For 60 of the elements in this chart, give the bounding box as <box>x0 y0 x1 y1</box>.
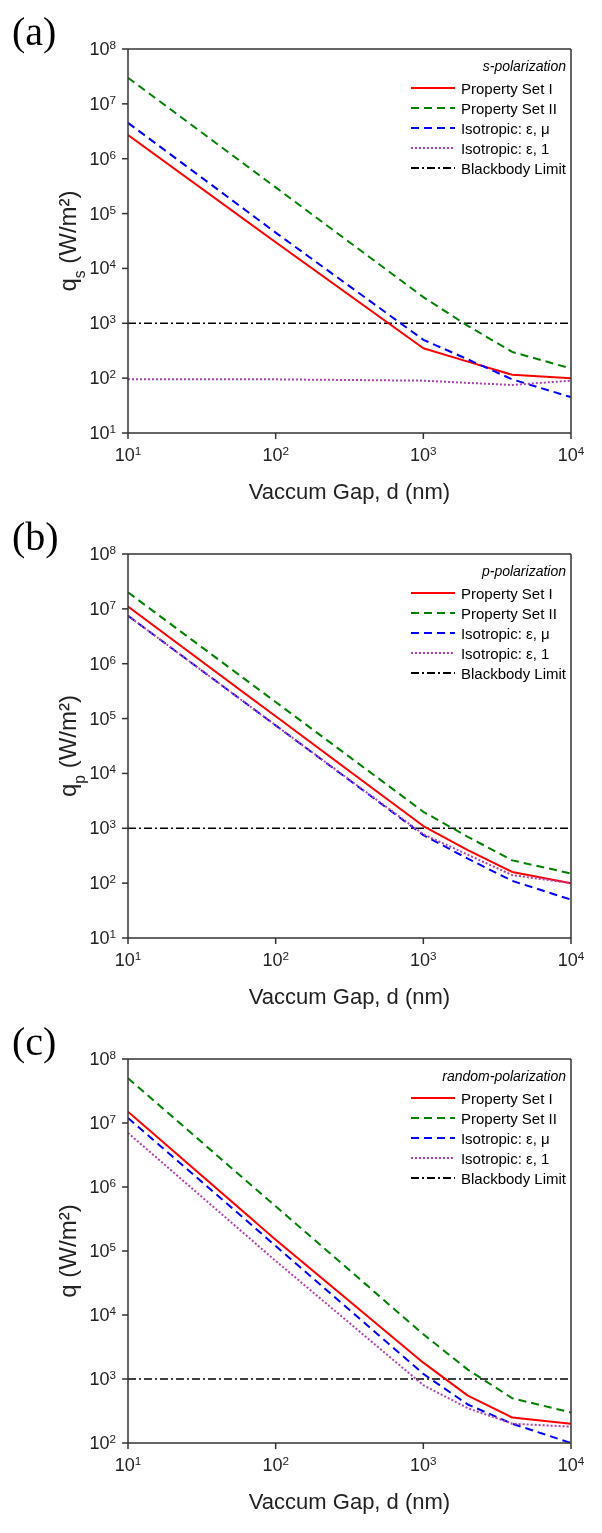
chart-title: (c) <box>12 1018 57 1065</box>
legend-label: Isotropic: ε, μ <box>460 119 550 137</box>
y-tick-label: 10$^{4}$ <box>89 761 117 784</box>
y-tick-label: 10$^{6}$ <box>89 652 116 674</box>
y-tick-label: 10$^{3}$ <box>89 1367 116 1389</box>
x-tick-label: 10$^{4}$ <box>557 443 585 465</box>
y-tick-label: 10$^{2}$ <box>89 366 116 389</box>
legend-label: Isotropic: ε, 1 <box>460 1149 550 1167</box>
legend-label: Blackbody Limit <box>460 664 566 682</box>
y-tick-label: 10$^{8}$ <box>89 37 116 59</box>
annotation: random-polarization <box>441 1068 566 1084</box>
y-tick-label: 10$^{6}$ <box>89 1175 116 1197</box>
x-tick-label: 10$^{3}$ <box>410 1453 437 1475</box>
x-axis-title: Vaccum Gap, d (nm) <box>248 1489 451 1514</box>
x-tick-label: 10$^{3}$ <box>410 948 437 970</box>
x-tick-label: 10$^{3}$ <box>410 443 437 465</box>
legend-label: Property Set II <box>460 1109 557 1127</box>
y-tick-label: 10$^{5}$ <box>89 1239 117 1261</box>
x-axis-title: Vaccum Gap, d (nm) <box>248 479 451 504</box>
y-tick-label: 10$^{8}$ <box>89 1047 116 1069</box>
y-tick-label: 10$^{3}$ <box>89 816 116 839</box>
x-tick-label: 10$^{2}$ <box>262 1453 289 1475</box>
chart-title: (a) <box>12 8 57 55</box>
y-tick-label: 10$^{6}$ <box>89 147 116 169</box>
y-tick-label: 10$^{8}$ <box>89 542 116 564</box>
x-tick-label: 10$^{4}$ <box>557 1453 585 1475</box>
legend-label: Isotropic: ε, 1 <box>460 139 550 157</box>
x-tick-label: 10$^{4}$ <box>557 948 585 970</box>
y-tick-label: 10$^{4}$ <box>89 1303 117 1325</box>
y-tick-label: 10$^{2}$ <box>89 871 116 894</box>
x-tick-label: 10$^{1}$ <box>114 948 142 970</box>
y-tick-label: 10$^{1}$ <box>89 421 116 443</box>
y-axis-title: q (W/m²) <box>54 1204 81 1298</box>
x-tick-label: 10$^{1}$ <box>114 1453 142 1475</box>
legend-label: Property Set I <box>460 584 553 602</box>
legend-label: Isotropic: ε, μ <box>460 1129 550 1147</box>
chart-title: (b) <box>12 513 59 560</box>
annotation: p-polarization <box>480 563 566 579</box>
legend-label: Isotropic: ε, μ <box>460 624 550 642</box>
legend-label: Blackbody Limit <box>460 1169 566 1187</box>
y-tick-label: 10$^{3}$ <box>89 311 116 334</box>
legend-label: Blackbody Limit <box>460 159 566 177</box>
y-tick-label: 10$^{7}$ <box>89 597 116 619</box>
y-tick-label: 10$^{7}$ <box>89 1111 116 1133</box>
y-tick-label: 10$^{4}$ <box>89 256 117 279</box>
legend-label: Isotropic: ε, 1 <box>460 644 550 662</box>
x-tick-label: 10$^{2}$ <box>262 443 289 465</box>
y-tick-label: 10$^{2}$ <box>89 1431 116 1453</box>
legend-label: Property Set II <box>460 604 557 622</box>
annotation: s-polarization <box>481 58 566 74</box>
y-tick-label: 10$^{5}$ <box>89 202 117 224</box>
x-tick-label: 10$^{1}$ <box>114 443 142 465</box>
y-tick-label: 10$^{7}$ <box>89 92 116 114</box>
y-tick-label: 10$^{5}$ <box>89 707 117 729</box>
legend-label: Property Set I <box>460 1089 553 1107</box>
legend-label: Property Set II <box>460 99 557 117</box>
x-axis-title: Vaccum Gap, d (nm) <box>248 984 451 1009</box>
y-tick-label: 10$^{1}$ <box>89 926 116 948</box>
legend-label: Property Set I <box>460 79 553 97</box>
x-tick-label: 10$^{2}$ <box>262 948 289 970</box>
